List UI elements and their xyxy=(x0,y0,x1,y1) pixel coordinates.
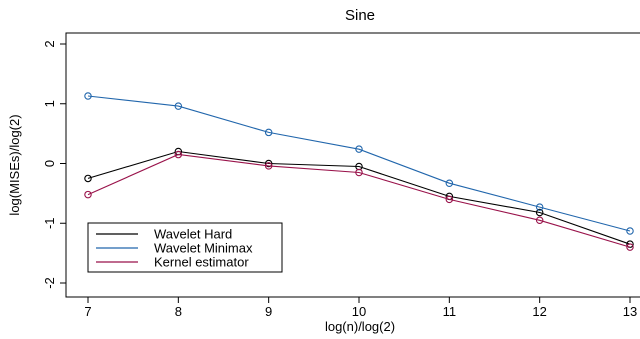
y-axis: -2 -1 0 1 2 xyxy=(42,40,67,289)
y-tick-label: -1 xyxy=(42,217,57,229)
series-point-1 xyxy=(626,227,634,235)
series-point-0 xyxy=(626,240,634,248)
series-point-2 xyxy=(264,162,273,170)
series-point-2 xyxy=(355,168,363,177)
x-tick-label: 12 xyxy=(532,304,546,319)
x-axis: 7 8 9 10 11 12 13 xyxy=(84,296,637,319)
series-point-2 xyxy=(174,150,183,159)
legend-label-0: Wavelet Hard xyxy=(154,227,232,242)
x-tick-label: 9 xyxy=(265,304,272,319)
series-point-1 xyxy=(84,92,92,100)
series-point-0 xyxy=(264,159,273,168)
series-line-2 xyxy=(87,153,631,248)
series-point-1 xyxy=(174,102,183,110)
chart-title: Sine xyxy=(345,7,375,24)
series-point-2 xyxy=(445,195,454,204)
series-point-1 xyxy=(355,145,363,153)
series-layer xyxy=(84,92,634,251)
x-tick-label: 10 xyxy=(352,304,366,319)
series-point-1 xyxy=(445,179,454,187)
x-tick-label: 11 xyxy=(443,304,457,319)
x-tick-label: 8 xyxy=(175,304,182,319)
legend-label-2: Kernel estimator xyxy=(154,255,249,270)
y-axis-label: log(MISEs)/log(2) xyxy=(7,114,22,215)
y-tick-label: 2 xyxy=(42,40,57,47)
series-point-0 xyxy=(84,174,92,183)
x-tick-label: 13 xyxy=(623,304,637,319)
series-line-1 xyxy=(87,95,631,232)
series-point-1 xyxy=(535,203,544,211)
legend-label-1: Wavelet Minimax xyxy=(154,241,253,256)
x-tick-label: 7 xyxy=(84,304,91,319)
x-axis-label: log(n)/log(2) xyxy=(325,319,395,334)
series-point-2 xyxy=(535,216,544,225)
y-tick-label: 1 xyxy=(42,100,57,107)
series-point-0 xyxy=(535,208,544,217)
series-point-2 xyxy=(84,190,92,199)
series-point-1 xyxy=(264,128,273,137)
y-tick-label: 0 xyxy=(42,160,57,167)
series-point-2 xyxy=(626,243,634,251)
y-tick-label: -2 xyxy=(42,277,57,289)
